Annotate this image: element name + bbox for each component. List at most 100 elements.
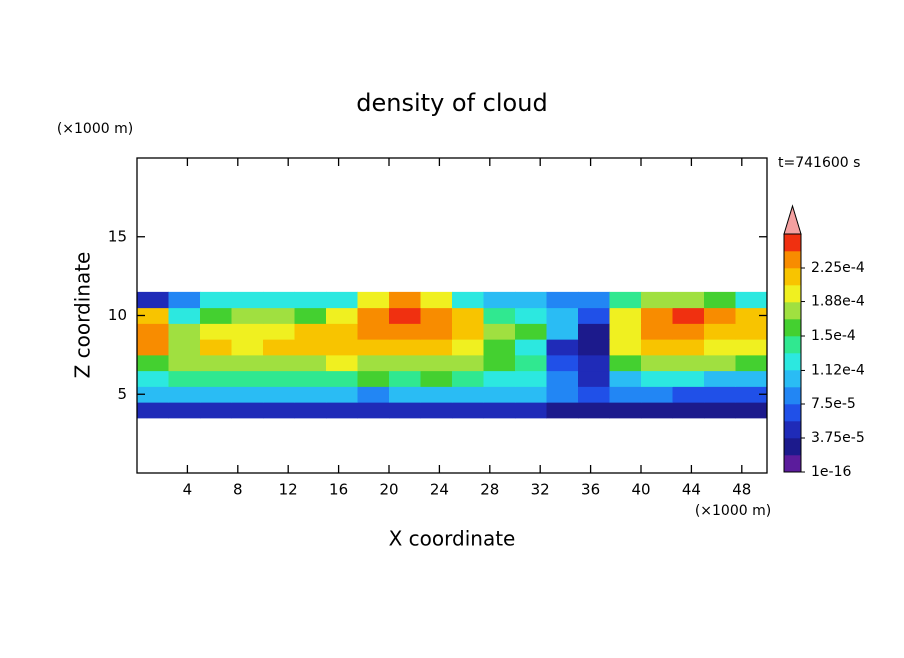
field-cell: [515, 402, 547, 419]
colorbar-band: [784, 404, 801, 422]
colorbar-band: [784, 251, 801, 269]
colorbar-tick-label: 1.5e-4: [811, 328, 856, 344]
field-cell: [609, 386, 642, 403]
y-tick-label: 15: [108, 227, 127, 245]
field-cell: [672, 323, 705, 340]
colorbar-band: [784, 285, 801, 303]
field-cell: [168, 386, 201, 403]
field-cell: [420, 354, 453, 372]
field-cell: [452, 354, 484, 372]
field-cell: [641, 402, 673, 419]
field-cell: [200, 339, 232, 356]
field-cell: [483, 354, 516, 372]
field-cell: [168, 323, 201, 340]
field-cell: [672, 386, 705, 403]
field-cell: [452, 291, 484, 309]
colorbar-frame: [783, 233, 802, 473]
field-cell: [735, 370, 768, 387]
field-cell: [609, 339, 642, 356]
field-cell: [483, 323, 516, 340]
field-cell: [578, 370, 610, 387]
field-cell: [420, 339, 453, 356]
field-cell: [294, 370, 327, 387]
field-cell: [389, 386, 421, 403]
field-cell: [168, 291, 201, 309]
field-cell: [389, 402, 421, 419]
field-cell: [294, 386, 327, 403]
field-cell: [420, 386, 453, 403]
x-tick-label: 12: [279, 481, 298, 499]
field-cell: [483, 291, 516, 309]
field-cell: [609, 323, 642, 340]
field-cell: [420, 402, 453, 419]
field-cell: [546, 291, 579, 309]
field-cell: [672, 291, 705, 309]
field-cell: [357, 291, 390, 309]
field-cell: [294, 402, 327, 419]
field-cell: [389, 291, 421, 309]
field-cell: [389, 339, 421, 356]
field-cell: [420, 323, 453, 340]
x-tick-label: 28: [480, 481, 499, 499]
field-cell: [357, 339, 390, 356]
field-cell: [263, 354, 295, 372]
field-cell: [546, 323, 579, 340]
field-cell: [137, 307, 169, 324]
field-cell: [735, 291, 768, 309]
field-cell: [609, 307, 642, 324]
x-tick-label: 20: [379, 481, 398, 499]
field-cell: [704, 402, 736, 419]
x-tick-label: 32: [531, 481, 550, 499]
colorbar-band: [784, 421, 801, 439]
field-cell: [515, 386, 547, 403]
field-cell: [735, 386, 768, 403]
field-cell: [672, 307, 705, 324]
field-cell: [326, 370, 358, 387]
field-cell: [546, 402, 579, 419]
field-cell: [263, 370, 295, 387]
field-cell: [641, 307, 673, 324]
x-tick-label: 40: [631, 481, 650, 499]
field-cell: [137, 386, 169, 403]
field-cell: [735, 307, 768, 324]
colorbar-band: [784, 438, 801, 456]
field-cell: [137, 323, 169, 340]
field-cell: [515, 354, 547, 372]
time-annotation: t=741600 s: [778, 155, 860, 171]
field-cell: [578, 386, 610, 403]
field-cell: [231, 386, 264, 403]
colorbar-band: [784, 353, 801, 371]
field-cell: [672, 402, 705, 419]
field-cell: [704, 370, 736, 387]
field-cell: [641, 323, 673, 340]
field-cell: [200, 370, 232, 387]
field-cell: [735, 402, 768, 419]
field-cell: [578, 402, 610, 419]
field-cell: [609, 291, 642, 309]
x-tick-label: 16: [329, 481, 348, 499]
field-cell: [704, 354, 736, 372]
field-cell: [546, 370, 579, 387]
field-cell: [452, 307, 484, 324]
field-cell: [200, 323, 232, 340]
field-cell: [168, 339, 201, 356]
field-cell: [137, 354, 169, 372]
field-cell: [200, 307, 232, 324]
field-cell: [452, 386, 484, 403]
field-cell: [452, 370, 484, 387]
field-cell: [263, 307, 295, 324]
field-cell: [672, 354, 705, 372]
field-cell: [389, 307, 421, 324]
field-cell: [263, 339, 295, 356]
colorbar-tick-label: 1.12e-4: [811, 362, 865, 378]
y-unit: (×1000 m): [57, 121, 133, 137]
field-cell: [389, 370, 421, 387]
field-cell: [578, 307, 610, 324]
field-cell: [231, 323, 264, 340]
colorbar-band: [784, 336, 801, 354]
field-cell: [452, 323, 484, 340]
field-cell: [168, 370, 201, 387]
field-cell: [231, 402, 264, 419]
field-cell: [609, 402, 642, 419]
